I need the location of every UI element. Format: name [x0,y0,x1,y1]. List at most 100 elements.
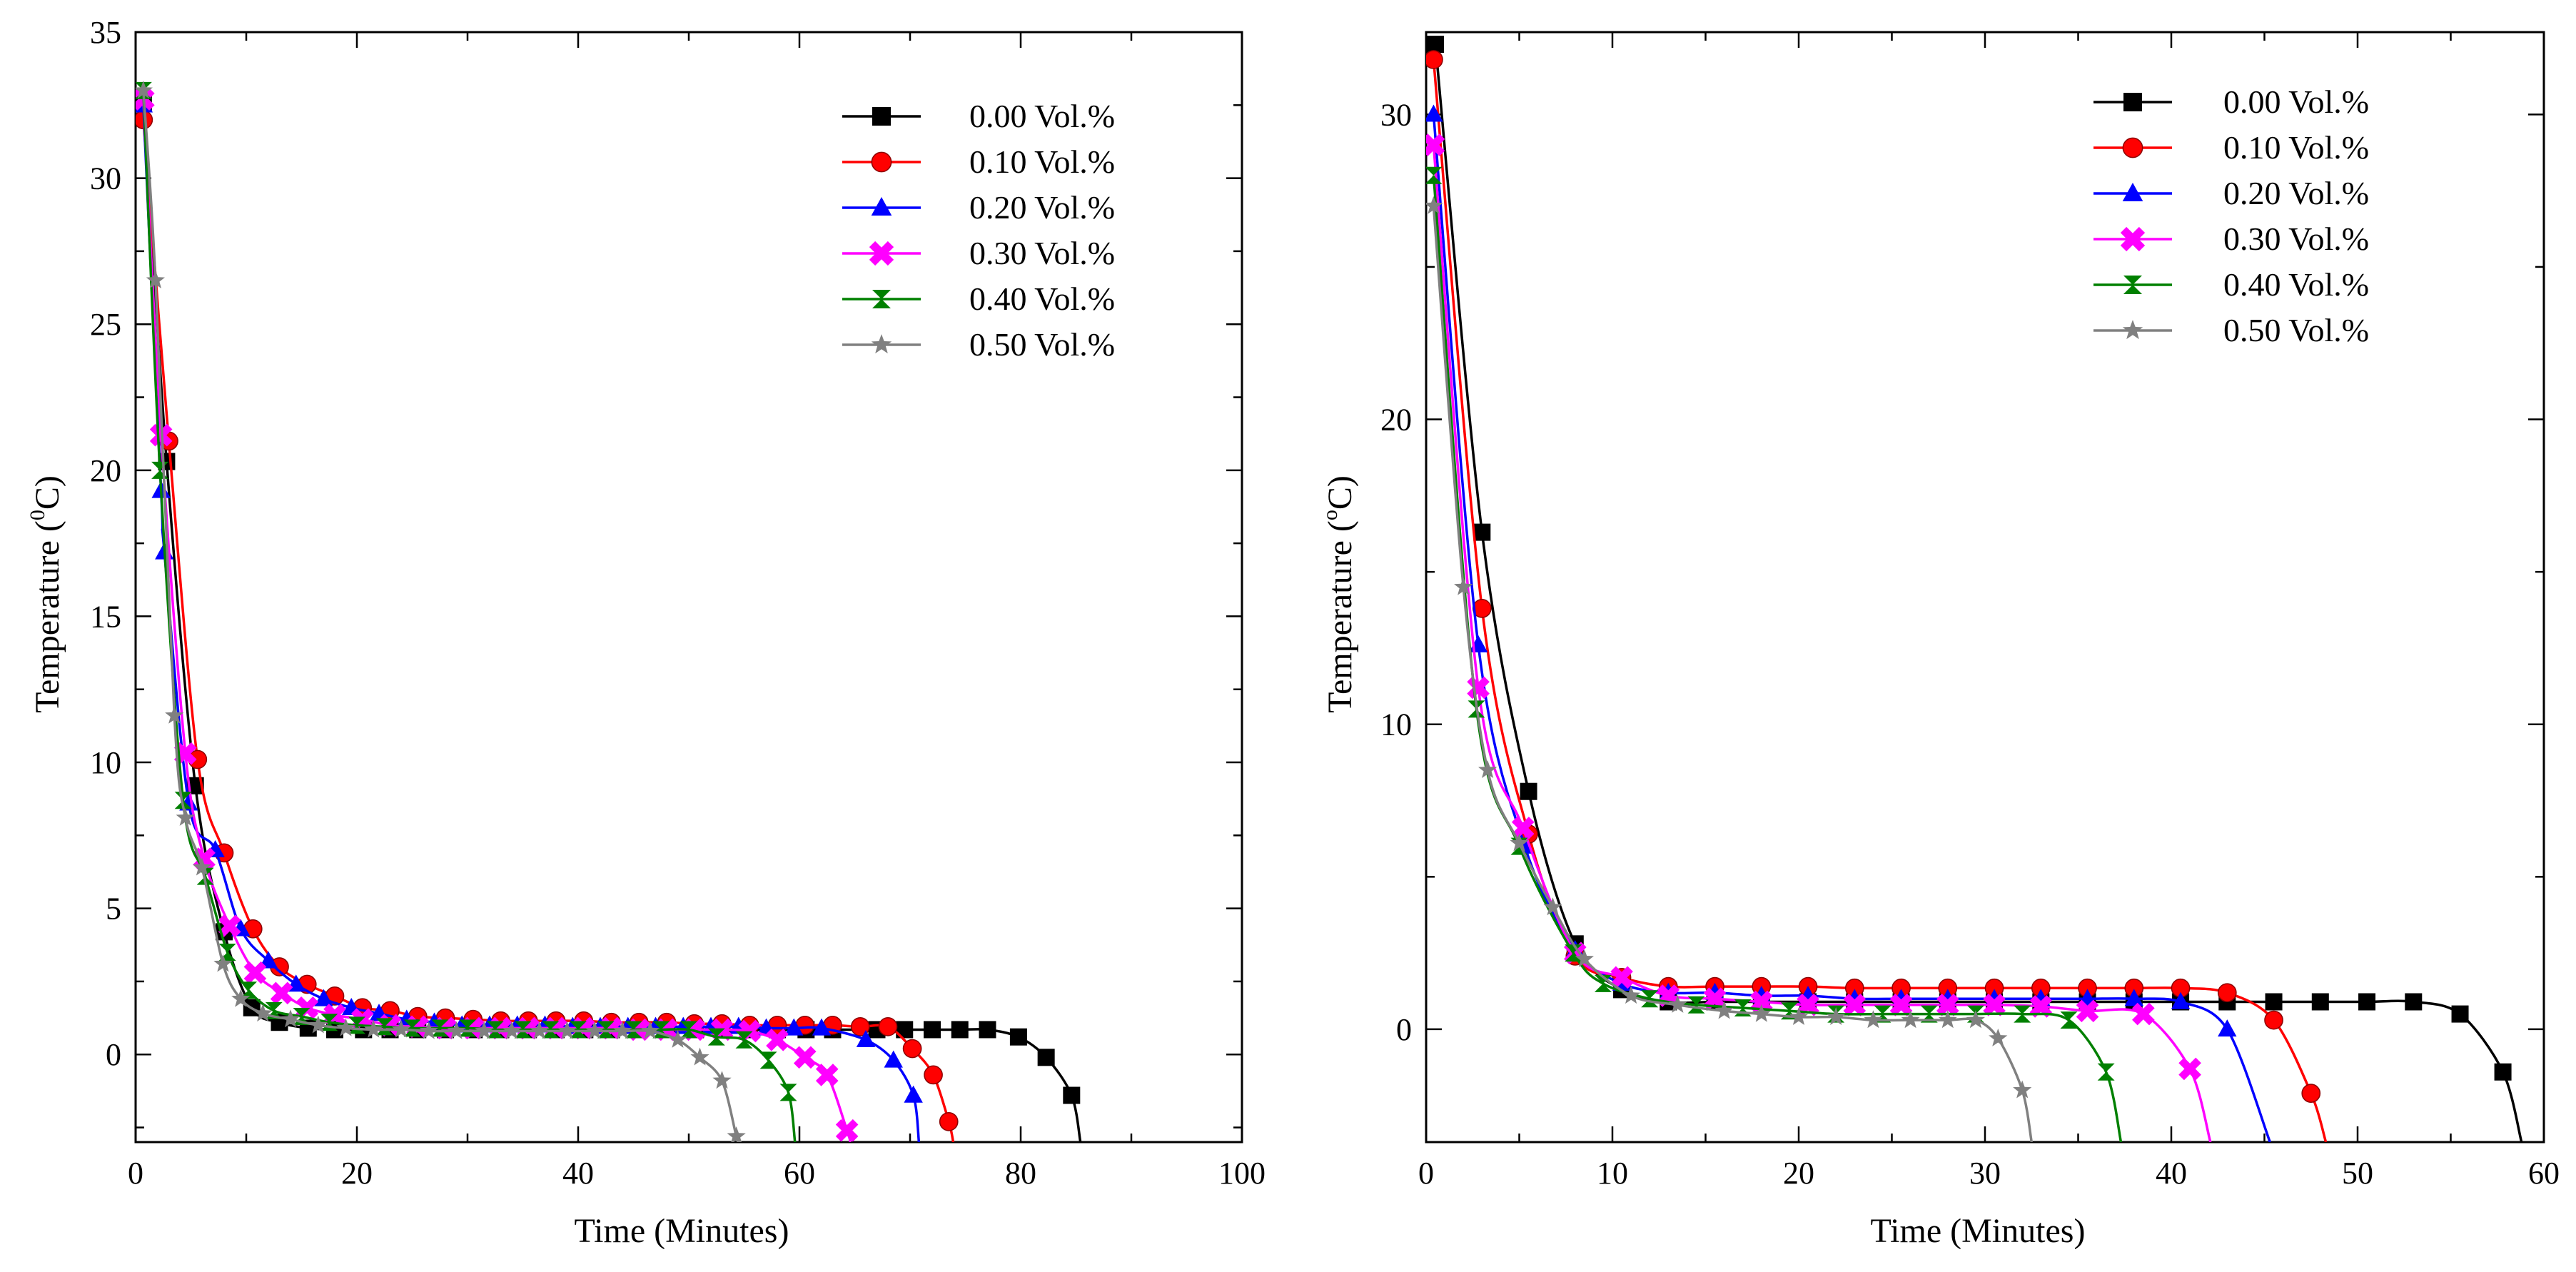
right-data-point-star [1454,577,1473,595]
right-data-point-square [2311,993,2329,1011]
left-legend-label: 0.00 Vol.% [969,98,1115,134]
right-data-point-square [2451,1005,2469,1023]
chart-right-panel: 0 10 20 30 40 50 60 0 10 20 30 Time (Minutes) Temper… [1318,31,2560,1250]
left-data-point-hourglass [597,1021,615,1039]
left-legend-marker-circle [871,151,892,173]
left-x-tick-label: 60 [784,1156,815,1191]
right-x-tick-label: 60 [2528,1156,2560,1191]
right-data-point-x [1797,993,1819,1016]
right-data-point-star [1668,995,1687,1013]
left-y-axis-label: Temperature (0C) [26,475,66,713]
left-y-tick-label: 20 [90,453,121,488]
left-legend-label: 0.20 Vol.% [969,189,1115,226]
left-series-040 [136,81,797,1142]
left-x-tick-label: 40 [562,1156,594,1191]
right-data-point-circle [1426,50,1443,69]
left-y-tick-label: 35 [90,15,121,50]
left-data-point-square [979,1021,996,1039]
left-data-point-star [391,1019,411,1038]
right-legend-entry: 0.50 Vol.% [2093,312,2369,348]
left-data-point-circle [878,1017,898,1036]
left-legend-label: 0.30 Vol.% [969,235,1115,271]
right-data-point-triangle [2218,1019,2237,1037]
right-x-axis-label: Time (Minutes) [1871,1212,2086,1250]
right-data-point-star [1966,1010,1986,1029]
right-data-point-square [1473,523,1491,541]
left-x-tick-label: 80 [1005,1156,1036,1191]
right-y-axis-label: Temperature (oC) [1318,475,1359,713]
right-data-point-x [2076,999,2099,1023]
right-data-point-hourglass [2060,1011,2078,1029]
right-plot-frame [1425,31,2545,1144]
right-legend-label: 0.30 Vol.% [2223,221,2369,257]
left-data-point-star [192,857,212,876]
left-data-point-star [557,1021,577,1039]
right-series-010 [1426,50,2328,1142]
left-data-point-star [530,1021,549,1039]
left-legend-marker-square [872,107,891,126]
right-data-point-hourglass [2014,1005,2031,1023]
right-data-point-x [1703,987,1727,1011]
left-data-point-hourglass [542,1021,560,1039]
right-data-point-star [1575,949,1594,967]
left-legend-marker-triangle [871,197,892,216]
right-legend-label: 0.20 Vol.% [2223,175,2369,211]
right-data-point-star [1543,897,1562,916]
left-data-point-star [712,1071,732,1089]
right-series-030 [1426,133,2212,1142]
right-data-point-x [1426,133,1445,156]
right-legend-marker-triangle [2122,183,2143,202]
left-data-point-star [640,1021,660,1039]
left-data-point-star [281,1009,300,1028]
right-data-point-hourglass [2097,1063,2115,1081]
right-data-point-hourglass [1426,166,1443,184]
left-data-point-star [165,705,184,724]
left-data-point-star [419,1021,438,1039]
left-data-point-circle [902,1039,922,1059]
right-legend-entry: 0.10 Vol.% [2093,129,2369,166]
right-legend-label: 0.00 Vol.% [2223,84,2369,120]
left-data-point-star [213,954,233,972]
left-data-point-hourglass [735,1031,753,1049]
left-data-point-hourglass [174,792,192,809]
right-data-point-star [1510,833,1529,852]
right-x-tick-label: 0 [1418,1156,1434,1191]
right-legend-label: 0.40 Vol.% [2223,266,2369,303]
left-series-line [142,90,740,1142]
right-x-tick-label: 30 [1969,1156,2001,1191]
right-data-point-triangle [2171,991,2191,1009]
left-x-tick-label: 100 [1218,1156,1266,1191]
right-x-tick-label: 50 [2342,1156,2373,1191]
right-data-point-star [1989,1029,2008,1046]
right-data-point-circle [2217,983,2237,1003]
left-data-point-star [308,1015,328,1034]
left-y-tick-label: 25 [90,307,121,342]
right-data-point-triangle [2124,989,2143,1006]
left-data-point-triangle [812,1018,832,1036]
left-series-line [142,119,955,1142]
right-series-line [1432,59,2328,1142]
right-data-point-square [2358,993,2376,1011]
left-data-point-star [475,1021,494,1039]
right-data-point-x [1511,817,1535,839]
right-legend-label: 0.50 Vol.% [2223,312,2369,348]
right-data-point-star [1478,760,1497,778]
left-data-point-hourglass [375,1018,393,1036]
right-data-point-x [1843,993,1867,1016]
left-data-point-square [924,1021,941,1039]
right-legend-entry: 0.40 Vol.% [2093,266,2369,303]
left-legend-label: 0.10 Vol.% [969,143,1115,180]
left-y-tick-label: 30 [90,161,121,196]
left-data-point-circle [924,1065,943,1085]
left-legend-label: 0.40 Vol.% [969,281,1115,317]
left-data-point-star [612,1021,632,1039]
left-data-point-star [146,271,165,288]
right-legend-label: 0.10 Vol.% [2223,129,2369,166]
right-x-tick-label: 20 [1783,1156,1814,1191]
left-series-010 [136,110,959,1142]
right-series-line [1432,175,2123,1142]
right-legend-entry: 0.00 Vol.% [2093,84,2369,120]
left-y-tick-label: 0 [106,1037,121,1072]
right-data-point-triangle [1426,104,1443,122]
